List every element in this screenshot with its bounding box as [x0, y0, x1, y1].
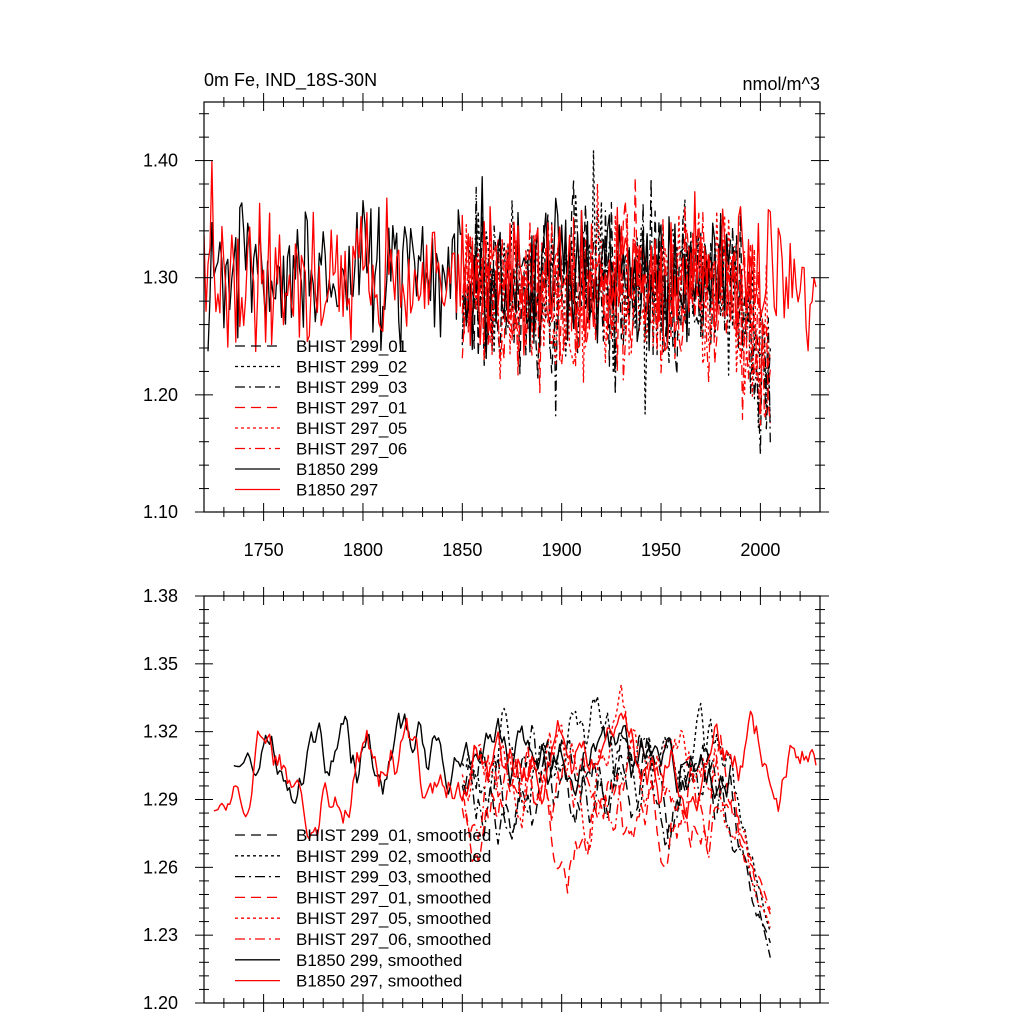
x-tick-label: 1900 [542, 540, 582, 560]
legend-label: B1850 297 [296, 481, 378, 500]
y-tick-label: 1.20 [143, 993, 178, 1013]
y-tick-label: 1.38 [143, 586, 178, 606]
chart-units: nmol/m^3 [743, 74, 820, 94]
legend-label: BHIST 299_03, smoothed [296, 868, 491, 887]
legend-label: BHIST 297_05 [296, 419, 407, 438]
series-line [461, 684, 771, 928]
y-tick-label: 1.35 [143, 654, 178, 674]
y-tick-label: 1.20 [143, 385, 178, 405]
y-tick-label: 1.10 [143, 502, 178, 522]
legend-label: B1850 299 [296, 460, 378, 479]
legend-label: BHIST 299_01, smoothed [296, 826, 491, 845]
x-tick-label: 1950 [641, 540, 681, 560]
chart-title: 0m Fe, IND_18S-30N [204, 70, 377, 91]
plot-frame [203, 101, 821, 513]
legend-label: BHIST 297_06 [296, 440, 407, 459]
y-tick-label: 1.30 [143, 268, 178, 288]
series-line [461, 738, 771, 915]
series-line [462, 724, 771, 958]
legend-label: BHIST 299_02, smoothed [296, 847, 491, 866]
x-tick-label: 1850 [442, 540, 482, 560]
series-line [213, 710, 817, 840]
x-tick-label: 1800 [343, 540, 383, 560]
top-panel: 1750 1800 1850 1900 1950 2000 1.10 1.20 1.30 1.40… [143, 93, 829, 560]
x-tick-label: 1750 [244, 540, 284, 560]
legend-label: BHIST 299_02 [296, 358, 407, 377]
legend-label: BHIST 297_05, smoothed [296, 909, 491, 928]
legend-label: BHIST 297_01, smoothed [296, 888, 491, 907]
legend-label: BHIST 297_06, smoothed [296, 930, 491, 949]
legend-label: BHIST 299_01 [296, 337, 407, 356]
series-line [461, 176, 771, 426]
legend-label: BHIST 297_01 [296, 399, 407, 418]
series-group [204, 150, 817, 456]
y-tick-label: 1.26 [143, 857, 178, 877]
series-line [204, 160, 817, 356]
series-line [233, 712, 732, 804]
legend-label: BHIST 299_03 [296, 378, 407, 397]
series-line [461, 736, 771, 944]
series-group [213, 684, 817, 958]
y-tick-label: 1.40 [143, 151, 178, 171]
legend-label: B1850 299, smoothed [296, 951, 462, 970]
y-tick-label: 1.29 [143, 790, 178, 810]
y-tick-label: 1.32 [143, 722, 178, 742]
legend-label: B1850 297, smoothed [296, 972, 462, 991]
bottom-panel: 1.20 1.23 1.26 1.29 1.32 1.35 1.38 BHIST 299_01… [143, 586, 829, 1013]
y-tick-label: 1.23 [143, 925, 178, 945]
x-tick-label: 2000 [740, 540, 780, 560]
